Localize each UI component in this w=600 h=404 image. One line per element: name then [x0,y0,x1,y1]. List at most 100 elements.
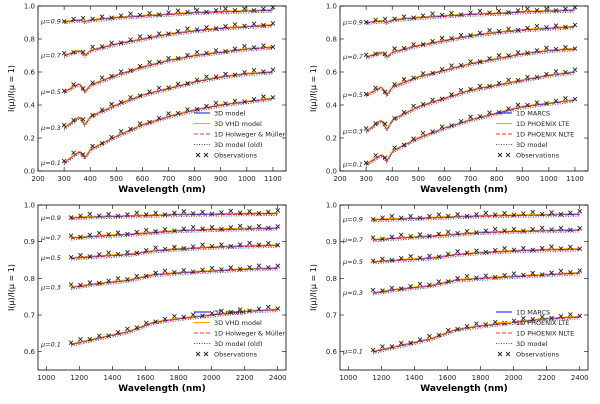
axes-frame [339,5,589,172]
series-line-1d-marcs [365,71,575,132]
observation-marker [483,249,489,255]
observation-marker [223,6,228,11]
observation-marker [209,224,215,230]
observation-marker [544,25,549,30]
observation-marker [544,71,549,77]
x-tick-label: 1600 [439,374,457,382]
observation-marker [530,270,536,276]
y-tick-label: 0.0 [326,168,337,176]
y-tick-label: 1.0 [24,202,35,210]
observation-marker [106,232,111,237]
observation-marker [87,280,93,285]
observation-marker [71,150,76,156]
observation-marker [219,242,224,247]
observation-marker [237,307,243,312]
observation-marker [185,26,190,31]
observation-marker [223,101,228,106]
observation-marker [496,8,502,14]
observation-marker [468,33,473,38]
y-tick-label: 0.8 [24,36,35,44]
observation-marker [380,288,385,293]
series-line-1d-holweger-m-ller [63,25,273,57]
observation-marker [449,10,454,16]
observation-marker [71,16,76,22]
observation-marker [125,231,130,237]
x-tick-label: 800 [188,175,201,183]
observation-marker [223,48,228,54]
observation-marker [137,12,143,18]
mu-label: μ=0.1 [342,348,363,356]
observation-marker [172,269,177,275]
observation-marker [251,67,257,73]
y-tick-label: 0.8 [24,275,35,283]
observation-marker [539,225,545,231]
series-line-3d-model-old- [71,214,278,221]
x-tick-label: 800 [490,175,503,183]
observation-marker [496,53,502,58]
x-tick-label: 1000 [339,374,357,382]
observation-marker [468,86,473,92]
observation-marker [373,121,378,126]
observation-marker [99,44,105,49]
x-tick-label: 1100 [264,175,282,183]
observation-marker [572,4,578,10]
observation-marker [436,279,442,284]
x-tick-label: 400 [386,175,399,183]
x-tick-label: 300 [57,175,70,183]
observation-marker [71,117,76,123]
observation-marker [458,62,464,68]
observation-marker [270,95,276,100]
observation-marker [256,242,262,248]
observation-marker [439,96,445,102]
observation-marker [445,229,451,235]
observation-marker [511,318,517,323]
legend-marker [203,152,209,158]
mu-label: μ=0.9 [342,19,363,27]
observation-marker [166,85,171,90]
observation-marker [190,244,196,249]
observation-marker [455,249,460,254]
series-line-3d-vhd-model [64,9,273,22]
observation-marker [474,321,479,326]
observation-marker [373,51,378,57]
observation-marker [78,282,83,288]
observation-marker [398,232,404,238]
observation-marker [515,8,521,13]
x-tick-label: 1000 [540,175,558,183]
observation-marker [232,98,238,104]
series-line-1d-holweger-m-ller [64,10,273,23]
observation-marker [137,63,143,69]
observation-marker [398,286,404,291]
series-line-1d-marcs [373,213,580,221]
legend-label: 1D MARCS [516,309,550,317]
legend-label: 1D PHOENIX LTE [516,120,569,128]
observation-marker [563,44,568,50]
observation-marker [172,210,177,216]
observation-marker [382,51,388,57]
observation-marker [80,86,86,91]
legend-label: 3D model [516,340,548,348]
observation-marker [455,276,460,281]
y-tick-label: 0.0 [24,168,35,176]
observation-marker [106,250,111,255]
observation-marker [534,100,540,105]
x-tick-label: 1200 [70,374,88,382]
observation-marker [68,215,74,220]
observation-marker [232,72,238,78]
observation-marker [483,228,489,233]
observation-marker [266,225,271,231]
y-tick-label: 0.2 [24,135,35,143]
observation-marker [436,212,442,217]
observation-marker [408,213,413,219]
series-line-1d-phoenix-nlte [366,10,575,24]
observation-marker [439,124,445,130]
observation-marker [417,232,423,237]
observation-marker [204,50,209,56]
observation-marker [521,315,526,321]
observation-marker [417,281,423,287]
observation-marker [525,25,530,31]
series-line-3d-model-old- [71,311,278,347]
observation-marker [185,81,190,86]
legend-marker [505,152,511,158]
observation-marker [511,212,517,218]
